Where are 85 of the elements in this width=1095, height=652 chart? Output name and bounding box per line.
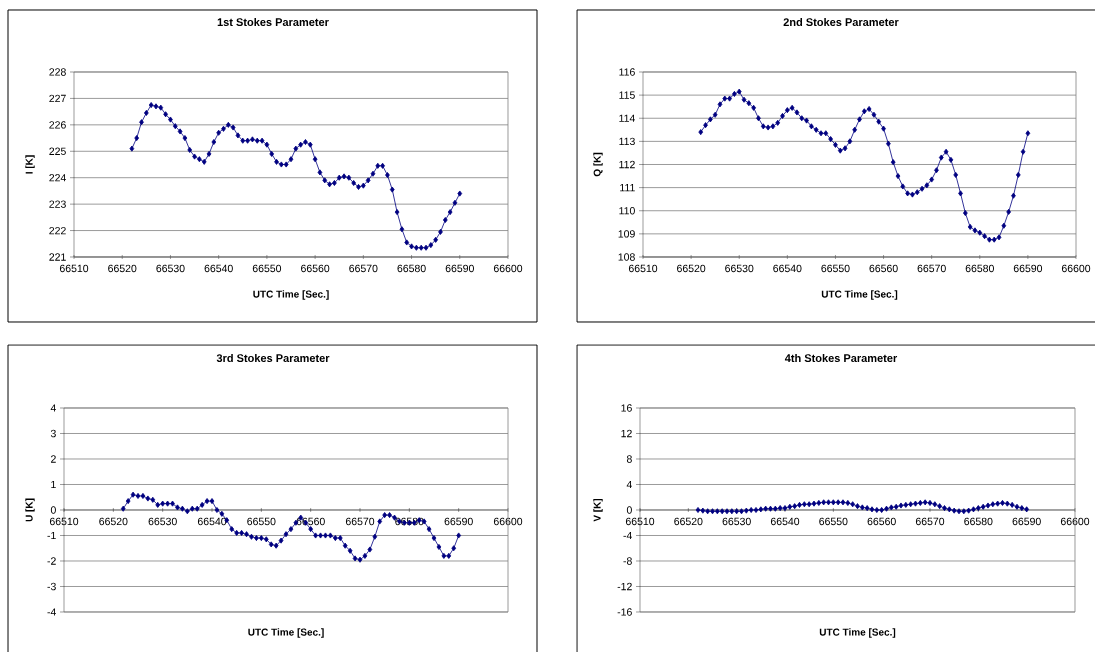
y-tick-label: 12	[621, 429, 632, 438]
chart-title: 2nd Stokes Parameter	[783, 17, 899, 27]
x-tick-label: 66530	[722, 517, 751, 526]
y-tick-label: 221	[49, 253, 66, 261]
y-tick-label: 116	[619, 68, 635, 76]
x-tick-label: 66600	[1061, 264, 1091, 273]
x-tick-label: 66520	[674, 517, 703, 526]
y-tick-label: 0	[50, 506, 56, 514]
x-tick-label: 66600	[1060, 517, 1090, 526]
x-tick-label: 66550	[821, 264, 850, 273]
x-tick-label: 66510	[628, 264, 658, 273]
x-tick-label: 66520	[108, 264, 137, 273]
y-tick-label: 110	[619, 207, 635, 215]
x-tick-label: 66590	[445, 264, 474, 273]
y-axis-title: U [K]	[25, 498, 35, 522]
x-axis-title: UTC Time [Sec.]	[819, 628, 896, 638]
y-tick-label: -16	[617, 608, 632, 616]
y-tick-label: 8	[626, 455, 632, 463]
y-tick-label: 226	[49, 121, 66, 129]
x-tick-label: 66540	[773, 264, 802, 273]
y-axis-title: V [K]	[593, 498, 603, 522]
y-tick-label: 16	[621, 404, 632, 412]
y-tick-label: 114	[619, 114, 635, 122]
x-tick-label: 66600	[493, 517, 523, 526]
y-tick-label: 4	[626, 480, 632, 489]
x-tick-label: 66530	[725, 264, 754, 273]
y-tick-label: 1	[51, 480, 56, 489]
x-tick-label: 66540	[204, 264, 233, 273]
y-tick-label: -2	[47, 557, 56, 565]
x-tick-label: 66510	[49, 517, 79, 526]
x-axis-title: UTC Time [Sec.]	[248, 628, 324, 638]
y-axis-title: Q [K]	[593, 152, 603, 177]
x-tick-label: 66590	[1012, 517, 1041, 526]
x-tick-label: 66540	[770, 517, 800, 526]
x-tick-label: 66560	[867, 517, 896, 526]
y-tick-label: 4	[50, 404, 56, 412]
x-tick-label: 66580	[397, 264, 426, 273]
x-tick-label: 66570	[345, 517, 375, 526]
x-tick-label: 66590	[444, 517, 473, 526]
x-tick-label: 66540	[197, 517, 227, 526]
x-axis-title: UTC Time [Sec.]	[821, 290, 898, 300]
y-tick-label: 223	[49, 200, 66, 208]
x-tick-label: 66550	[252, 264, 282, 273]
chart-title: 1st Stokes Parameter	[217, 17, 329, 27]
y-tick-label: 113	[619, 137, 635, 146]
x-tick-label: 66600	[493, 264, 523, 273]
y-tick-label: 222	[49, 226, 66, 235]
y-tick-label: -8	[623, 557, 632, 565]
x-tick-label: 66510	[59, 264, 89, 273]
x-tick-label: 66570	[915, 517, 945, 526]
y-tick-label: 227	[49, 94, 66, 103]
x-tick-label: 66590	[1013, 264, 1043, 273]
y-tick-label: 228	[49, 68, 66, 76]
x-tick-label: 66560	[301, 264, 330, 273]
chart-title: 3rd Stokes Parameter	[216, 353, 330, 363]
x-axis-title: UTC Time [Sec.]	[253, 290, 329, 300]
x-tick-label: 66550	[247, 517, 276, 526]
x-tick-label: 66570	[349, 264, 378, 273]
y-tick-label: -1	[47, 531, 56, 540]
y-tick-label: -12	[617, 582, 632, 591]
y-tick-label: -3	[47, 582, 56, 591]
y-tick-label: 0	[626, 506, 632, 514]
y-tick-label: 224	[49, 174, 66, 182]
chart-title: 4th Stokes Parameter	[784, 353, 898, 363]
x-tick-label: 66580	[964, 517, 993, 526]
y-tick-label: 2	[51, 455, 56, 463]
y-tick-label: 111	[620, 184, 635, 192]
y-tick-label: 3	[50, 429, 56, 438]
x-tick-label: 66550	[819, 517, 848, 526]
y-axis-title: I [K]	[25, 155, 35, 174]
y-tick-label: 108	[618, 253, 635, 261]
y-tick-label: -4	[47, 608, 56, 616]
x-tick-label: 66530	[148, 517, 177, 526]
x-tick-label: 66530	[156, 264, 185, 273]
x-tick-label: 66520	[677, 264, 706, 273]
x-tick-label: 66570	[917, 264, 946, 273]
y-tick-label: 225	[49, 147, 66, 155]
x-tick-label: 66510	[625, 517, 655, 526]
y-tick-label: 112	[619, 160, 635, 169]
x-tick-label: 66580	[965, 264, 994, 273]
x-tick-label: 66520	[99, 517, 128, 526]
y-tick-label: 109	[618, 230, 635, 238]
y-tick-label: 115	[619, 91, 635, 99]
y-tick-label: -4	[623, 531, 632, 540]
x-tick-label: 66560	[869, 264, 898, 273]
